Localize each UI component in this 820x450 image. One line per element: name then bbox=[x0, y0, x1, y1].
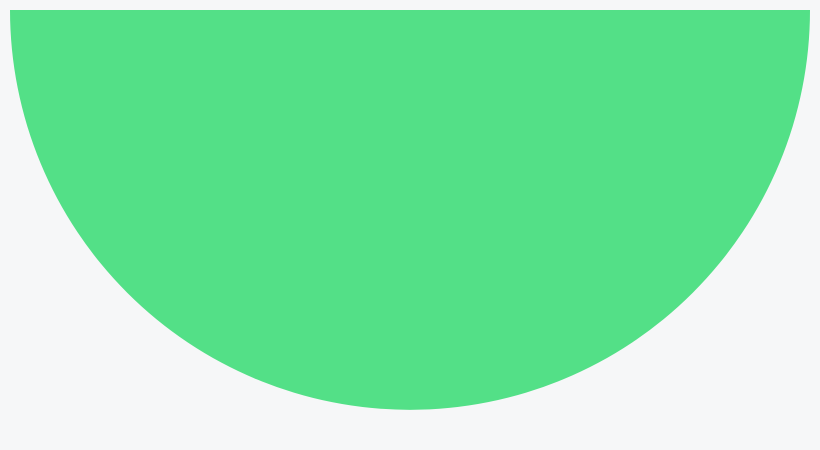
green-half-circle bbox=[10, 10, 810, 410]
